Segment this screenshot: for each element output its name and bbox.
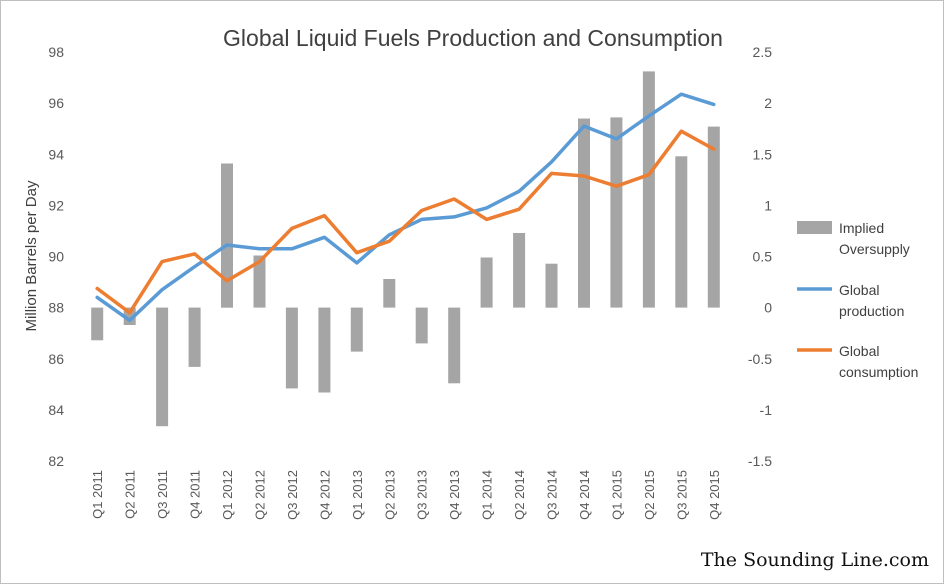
oversupply-bar bbox=[642, 71, 655, 308]
oversupply-bar bbox=[513, 233, 526, 308]
y2-tick-label: -1 bbox=[760, 402, 773, 418]
y2-tick-label: 1.5 bbox=[753, 146, 773, 162]
x-tick-label: Q1 2012 bbox=[220, 470, 235, 520]
x-tick-label: Q3 2014 bbox=[545, 470, 560, 520]
oversupply-bar bbox=[383, 279, 396, 308]
legend: Implied Oversupply Global production Global c… bbox=[797, 220, 918, 380]
x-tick-label: Q3 2015 bbox=[674, 470, 689, 520]
x-tick-label: Q1 2011 bbox=[90, 470, 105, 519]
oversupply-bar bbox=[188, 307, 201, 367]
legend-label: production bbox=[839, 303, 904, 319]
y-tick-label: 86 bbox=[48, 351, 64, 367]
x-tick-label: Q4 2015 bbox=[707, 470, 722, 520]
bars-group bbox=[91, 71, 720, 427]
oversupply-bar bbox=[318, 307, 331, 393]
y-tick-label: 98 bbox=[48, 44, 64, 60]
x-tick-label: Q3 2013 bbox=[415, 470, 430, 520]
y2-tick-label: 2.5 bbox=[753, 44, 773, 60]
y2-tick-label: -0.5 bbox=[748, 351, 772, 367]
oversupply-bar bbox=[253, 255, 266, 308]
y-tick-label: 90 bbox=[48, 249, 64, 265]
x-tick-label: Q3 2012 bbox=[285, 470, 300, 520]
y-axis-title: Million Barrels per Day bbox=[23, 180, 40, 331]
x-tick-label: Q1 2014 bbox=[480, 470, 495, 520]
oversupply-bar bbox=[285, 307, 298, 389]
oversupply-bar bbox=[578, 118, 590, 308]
oversupply-bar bbox=[545, 263, 558, 308]
y2-tick-label: 1 bbox=[764, 197, 772, 213]
x-tick-label: Q1 2015 bbox=[609, 470, 624, 520]
x-tick-label: Q4 2013 bbox=[447, 470, 462, 520]
x-tick-label: Q2 2015 bbox=[642, 470, 657, 520]
chart-title: Global Liquid Fuels Production and Consu… bbox=[223, 25, 723, 51]
y-tick-label: 94 bbox=[48, 146, 64, 162]
x-tick-label: Q2 2012 bbox=[253, 470, 268, 520]
legend-label: Oversupply bbox=[839, 241, 910, 257]
oversupply-bar bbox=[156, 307, 169, 427]
legend-label: Global bbox=[839, 282, 879, 298]
x-tick-label: Q4 2012 bbox=[317, 470, 332, 520]
y-tick-label: 82 bbox=[48, 453, 64, 469]
ticks-group: 82 84 86 88 90 92 94 96 98 2.5 2 1.5 1 0.5 0 -0.5 -1 -1.5… bbox=[48, 44, 772, 520]
y-tick-label: 84 bbox=[48, 402, 64, 418]
x-tick-label: Q4 2014 bbox=[577, 470, 592, 520]
oversupply-bar bbox=[448, 307, 461, 384]
x-tick-label: Q1 2013 bbox=[350, 470, 365, 520]
oversupply-bar bbox=[415, 307, 428, 344]
lines-group bbox=[95, 92, 716, 323]
oversupply-bar bbox=[675, 156, 688, 308]
y-tick-label: 96 bbox=[48, 95, 64, 111]
oversupply-bar bbox=[221, 163, 233, 308]
y2-tick-label: 2 bbox=[764, 95, 772, 111]
oversupply-bar bbox=[350, 307, 363, 352]
y2-tick-label: 0 bbox=[764, 300, 772, 316]
y-tick-label: 88 bbox=[48, 300, 64, 316]
legend-label: Implied bbox=[839, 220, 884, 236]
consumption-line bbox=[95, 129, 716, 315]
oversupply-bar bbox=[91, 307, 104, 341]
y2-tick-label: -1.5 bbox=[748, 453, 772, 469]
legend-label: Global bbox=[839, 343, 879, 359]
x-tick-label: Q3 2011 bbox=[155, 470, 170, 519]
y-tick-label: 92 bbox=[48, 197, 64, 213]
oversupply-bar bbox=[610, 117, 623, 308]
legend-label: consumption bbox=[839, 364, 918, 380]
source-credit: The Sounding Line.com bbox=[701, 549, 929, 571]
oversupply-bar bbox=[707, 126, 720, 308]
oversupply-bar bbox=[480, 257, 493, 308]
x-tick-label: Q2 2013 bbox=[382, 470, 397, 520]
x-tick-label: Q4 2011 bbox=[188, 470, 203, 519]
legend-swatch-oversupply bbox=[797, 221, 832, 234]
x-tick-label: Q2 2011 bbox=[123, 470, 138, 519]
x-tick-label: Q2 2014 bbox=[512, 470, 527, 520]
y2-tick-label: 0.5 bbox=[753, 249, 773, 265]
